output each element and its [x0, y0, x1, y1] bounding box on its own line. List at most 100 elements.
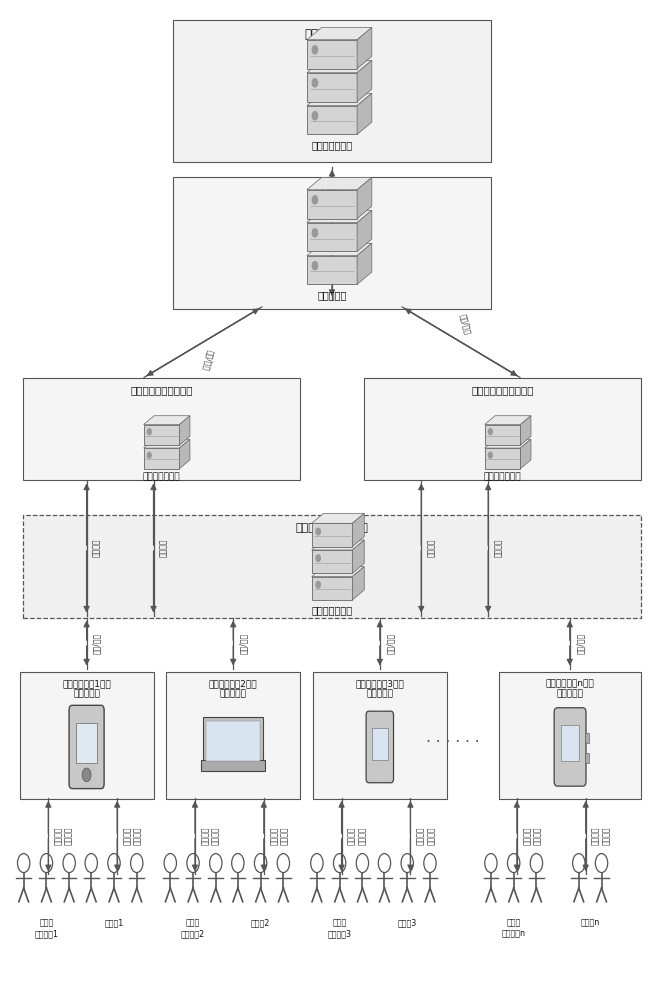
- Polygon shape: [353, 540, 365, 573]
- Polygon shape: [307, 177, 372, 190]
- Polygon shape: [357, 243, 372, 284]
- Text: 内容服务器: 内容服务器: [317, 290, 347, 300]
- Text: 处理结果: 处理结果: [494, 539, 503, 557]
- Polygon shape: [311, 523, 353, 547]
- Text: 业务请求
业务响应: 业务请求 业务响应: [270, 827, 289, 845]
- Text: 业务请求
业务响应: 业务请求 业务响应: [54, 827, 74, 845]
- Text: 处理结果: 处理结果: [159, 539, 168, 557]
- Polygon shape: [311, 540, 365, 550]
- Circle shape: [312, 112, 317, 120]
- Text: 消费者n: 消费者n: [580, 918, 600, 927]
- Polygon shape: [311, 577, 353, 600]
- FancyBboxPatch shape: [313, 672, 447, 799]
- Circle shape: [312, 229, 317, 237]
- Polygon shape: [307, 190, 357, 219]
- Text: 品牌应用程序2的智
能终端模块: 品牌应用程序2的智 能终端模块: [209, 679, 258, 699]
- Text: 业务请求
业务响应: 业务请求 业务响应: [416, 827, 436, 845]
- Circle shape: [312, 46, 317, 54]
- FancyBboxPatch shape: [23, 515, 641, 618]
- Text: 商业服
务提供商n: 商业服 务提供商n: [502, 918, 526, 938]
- Polygon shape: [307, 27, 372, 40]
- Text: 请求/响应: 请求/响应: [239, 633, 248, 654]
- Text: 消费者2: 消费者2: [251, 918, 270, 927]
- FancyBboxPatch shape: [201, 760, 265, 771]
- FancyBboxPatch shape: [554, 708, 586, 786]
- Polygon shape: [307, 243, 372, 256]
- Text: 商业数据存储模块: 商业数据存储模块: [304, 28, 360, 41]
- Polygon shape: [143, 416, 190, 425]
- Polygon shape: [357, 60, 372, 102]
- Text: 商业数据通用业务模块: 商业数据通用业务模块: [130, 385, 193, 395]
- Polygon shape: [307, 60, 372, 73]
- Circle shape: [316, 528, 320, 535]
- Polygon shape: [357, 210, 372, 251]
- Text: 业务请求
业务响应: 业务请求 业务响应: [523, 827, 542, 845]
- Text: 商业数据通统一接口模块: 商业数据通统一接口模块: [295, 523, 369, 533]
- FancyBboxPatch shape: [20, 672, 153, 799]
- Text: 品牌应用程序n的智
能终端模块: 品牌应用程序n的智 能终端模块: [546, 679, 594, 699]
- Polygon shape: [307, 93, 372, 106]
- FancyBboxPatch shape: [206, 721, 260, 761]
- Polygon shape: [179, 439, 190, 469]
- Text: 业务分发: 业务分发: [427, 539, 436, 557]
- Polygon shape: [143, 448, 179, 469]
- Text: 商业服
务提供商1: 商业服 务提供商1: [35, 918, 58, 938]
- FancyBboxPatch shape: [173, 20, 491, 162]
- Text: 应用程序服务器: 应用程序服务器: [483, 473, 521, 482]
- Text: 请求/响应: 请求/响应: [92, 633, 102, 654]
- Circle shape: [316, 581, 320, 588]
- Text: 商业信息数据库: 商业信息数据库: [311, 140, 353, 150]
- Polygon shape: [311, 513, 365, 523]
- FancyBboxPatch shape: [69, 705, 104, 789]
- Polygon shape: [485, 439, 531, 448]
- FancyBboxPatch shape: [366, 711, 394, 783]
- Text: 应用程序服务器: 应用程序服务器: [311, 605, 353, 615]
- FancyBboxPatch shape: [561, 725, 579, 761]
- Text: 请求/响应: 请求/响应: [459, 313, 473, 335]
- FancyBboxPatch shape: [23, 377, 300, 480]
- Polygon shape: [357, 27, 372, 69]
- Polygon shape: [485, 448, 521, 469]
- Circle shape: [312, 262, 317, 270]
- Text: 商业服
务提供商2: 商业服 务提供商2: [181, 918, 205, 938]
- Text: . . . . . .: . . . . . .: [426, 730, 480, 745]
- FancyBboxPatch shape: [173, 177, 491, 309]
- Circle shape: [489, 429, 492, 435]
- Polygon shape: [307, 73, 357, 102]
- Polygon shape: [143, 439, 190, 448]
- FancyBboxPatch shape: [76, 723, 98, 763]
- Text: 商业数据运营业务模块: 商业数据运营业务模块: [471, 385, 534, 395]
- Text: 请求/响应: 请求/响应: [201, 349, 214, 372]
- Polygon shape: [521, 439, 531, 469]
- Polygon shape: [143, 425, 179, 445]
- FancyBboxPatch shape: [585, 733, 588, 743]
- Circle shape: [147, 429, 151, 435]
- Circle shape: [316, 555, 320, 561]
- Text: 业务请求
业务响应: 业务请求 业务响应: [201, 827, 220, 845]
- Polygon shape: [307, 223, 357, 251]
- Polygon shape: [485, 425, 521, 445]
- Text: 请求/响应: 请求/响应: [386, 633, 394, 654]
- FancyBboxPatch shape: [364, 377, 641, 480]
- Text: 数据库操作: 数据库操作: [338, 221, 347, 245]
- FancyBboxPatch shape: [585, 753, 588, 763]
- FancyBboxPatch shape: [166, 672, 300, 799]
- Text: 业务请求
业务响应: 业务请求 业务响应: [123, 827, 142, 845]
- Text: 业务分发: 业务分发: [92, 539, 102, 557]
- Polygon shape: [485, 416, 531, 425]
- Polygon shape: [311, 550, 353, 573]
- Text: 业务请求
业务响应: 业务请求 业务响应: [347, 827, 367, 845]
- Polygon shape: [353, 513, 365, 547]
- Polygon shape: [521, 416, 531, 445]
- FancyBboxPatch shape: [372, 728, 388, 760]
- Polygon shape: [307, 40, 357, 69]
- Polygon shape: [357, 93, 372, 134]
- Circle shape: [312, 196, 317, 204]
- Circle shape: [312, 79, 317, 87]
- Polygon shape: [307, 256, 357, 284]
- Text: 消费者3: 消费者3: [398, 918, 417, 927]
- Polygon shape: [353, 567, 365, 600]
- Circle shape: [82, 768, 91, 782]
- Text: 请求/响应: 请求/响应: [576, 633, 584, 654]
- FancyBboxPatch shape: [499, 672, 641, 799]
